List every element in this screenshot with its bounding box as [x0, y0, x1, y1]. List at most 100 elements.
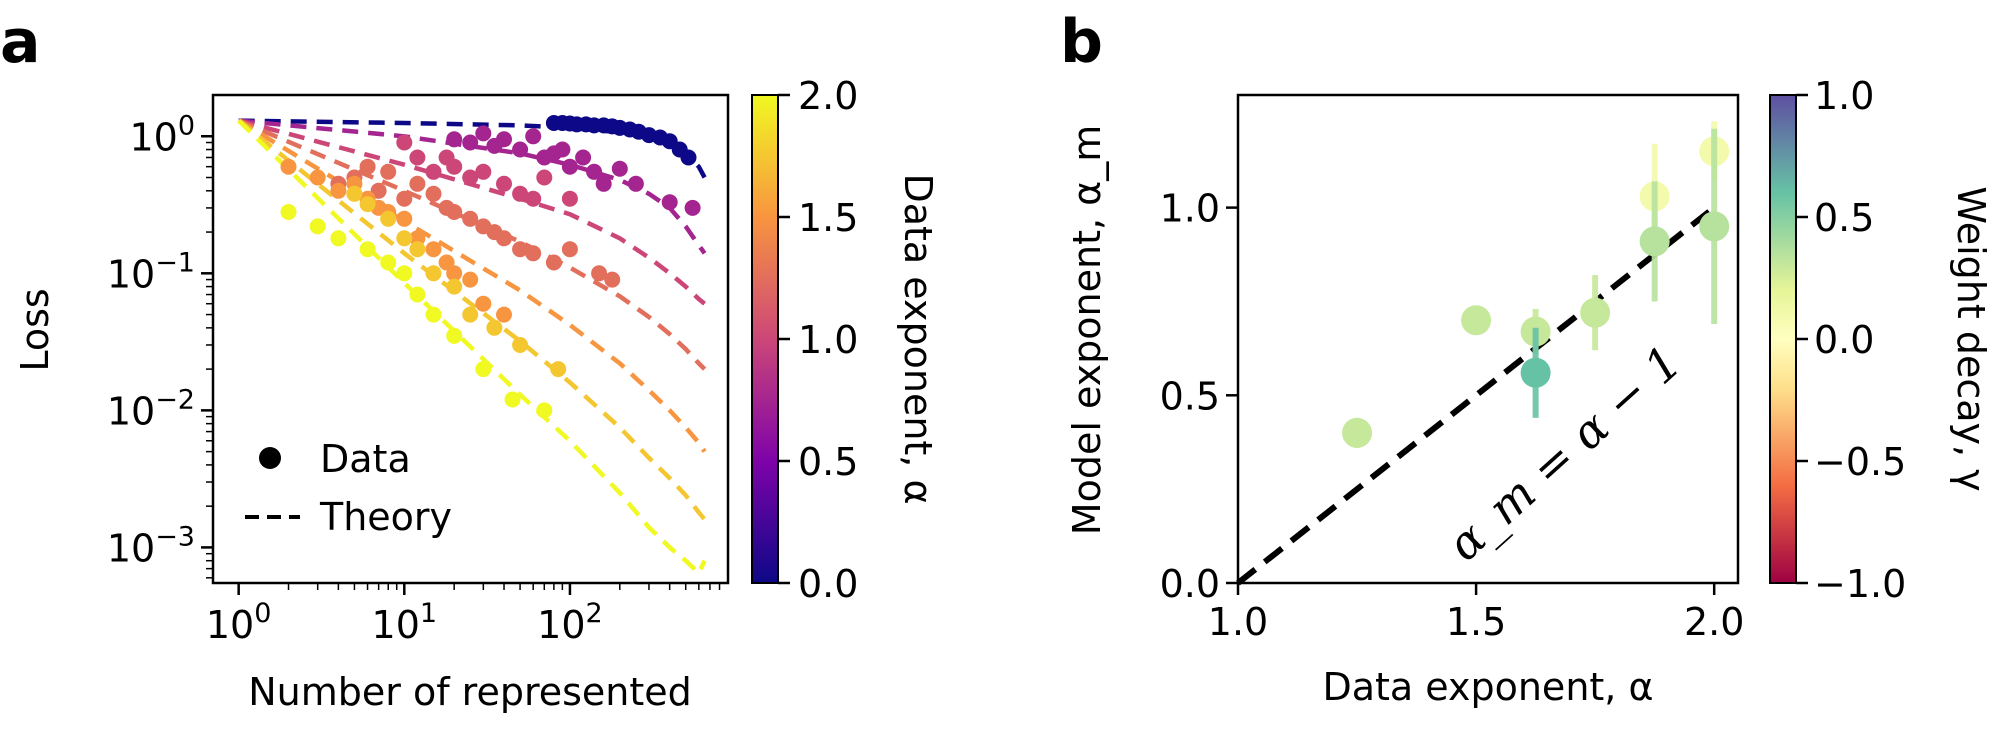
- x-tick-label: 101: [372, 598, 438, 647]
- data-point-series-3: [409, 175, 426, 192]
- data-point-series-2: [536, 169, 553, 186]
- data-point-series-3: [525, 245, 542, 262]
- panel-b-y-ticks: 0.0 0.5 1.0: [1160, 187, 1238, 606]
- theory-line-series-2: [238, 118, 707, 306]
- data-point-series-5: [359, 196, 376, 213]
- panel-b-colorbar-ticks: −1.0 −0.5 0.0 0.5 1.0: [1796, 74, 1906, 606]
- data-point-series-5: [380, 210, 397, 227]
- data-point-series-6: [446, 327, 463, 344]
- data-point-series-1: [661, 194, 678, 211]
- data-point-series-6: [280, 204, 297, 220]
- data-point-series-6: [330, 230, 347, 247]
- data-point-series-4: [425, 241, 442, 258]
- data-point-series-1: [512, 141, 529, 158]
- data-point-series-6: [504, 391, 521, 408]
- x-tick-label: 2.0: [1684, 600, 1744, 644]
- y-tick-label: 1.0: [1160, 187, 1220, 231]
- data-point-series-2: [396, 134, 413, 151]
- data-point-series-6: [536, 402, 553, 419]
- data-point-series-6: [380, 254, 397, 271]
- data-point-series-2: [425, 163, 442, 180]
- panel-b-colorbar: −1.0 −0.5 0.0 0.5 1.0 Weight decay, γ: [1769, 74, 1993, 606]
- data-point-series-1: [446, 131, 463, 148]
- panel-a-y-ticks: 100 10−1 10−2 10−3: [107, 110, 213, 579]
- data-point-series-3: [380, 163, 397, 180]
- data-point-series-2: [496, 175, 512, 192]
- data-point-series-3: [359, 158, 376, 175]
- data-point-series-1: [475, 125, 492, 142]
- data-point-series-5: [486, 319, 503, 336]
- data-point-series-3: [446, 204, 463, 220]
- data-point-series-2: [446, 158, 463, 175]
- y-tick-label: 0.5: [1160, 374, 1220, 418]
- data-point-series-6: [409, 286, 426, 303]
- data-point-series-3: [496, 230, 512, 247]
- data-point-series-3: [396, 190, 413, 207]
- theory-line-series-6: [237, 118, 707, 577]
- data-point-series-4: [280, 158, 297, 175]
- legend-theory-label: Theory: [319, 495, 452, 539]
- data-point-series-6: [396, 265, 413, 282]
- panel-a-colorbar-label: Data exponent, α: [896, 173, 940, 504]
- panel-a-letter: a: [0, 7, 41, 77]
- data-point-series-6: [359, 241, 376, 258]
- data-point-series-4: [475, 295, 492, 312]
- data-point: [1639, 226, 1670, 257]
- data-point-series-3: [591, 265, 608, 282]
- panel-b-chart: α_m = α − 1 1.0 1.5 2.0 0.0 0.5 1.0 Data exp…: [1065, 74, 1993, 709]
- colorbar-tick-label: 0.5: [1814, 196, 1874, 240]
- data-point-series-1: [525, 128, 542, 145]
- data-point-series-2: [475, 163, 492, 180]
- data-point-series-1: [684, 199, 701, 216]
- panel-b-y-axis-label: Model exponent, α_m: [1065, 125, 1109, 535]
- panel-b-reference-annotation: α_m = α − 1: [1437, 335, 1691, 572]
- y-tick-label: 10−1: [107, 247, 195, 296]
- data-point: [1461, 305, 1492, 336]
- colorbar-tick-label: 2.0: [798, 74, 858, 118]
- panel-a-colorbar-ticks: 0.0 0.5 1.0 1.5 2.0: [778, 74, 858, 606]
- data-point-series-2: [561, 190, 578, 207]
- theory-line-series-4: [237, 118, 707, 453]
- data-point-series-0: [680, 149, 697, 166]
- x-tick-label: 102: [537, 598, 603, 647]
- data-point: [1580, 297, 1611, 328]
- data-point-series-5: [462, 306, 479, 323]
- data-point-series-3: [561, 241, 578, 258]
- data-point-series-4: [330, 182, 347, 199]
- y-tick-label: 0.0: [1160, 562, 1220, 606]
- legend-data-label: Data: [320, 437, 411, 481]
- data-point-series-1: [595, 175, 612, 192]
- panel-a-colorbar: 0.0 0.5 1.0 1.5 2.0 Data exponent, α: [751, 74, 940, 606]
- panel-b-colorbar-gradient: [1769, 94, 1797, 584]
- data-point-series-4: [446, 265, 463, 282]
- data-point-series-6: [309, 218, 326, 235]
- data-point-series-3: [462, 210, 479, 227]
- data-point-series-3: [370, 182, 387, 199]
- data-point-series-2: [525, 190, 542, 207]
- data-point-series-6: [475, 361, 492, 378]
- data-point-series-4: [309, 169, 326, 186]
- data-point-series-5: [346, 185, 363, 202]
- data-point: [1699, 211, 1730, 242]
- theory-line-series-3: [237, 118, 707, 371]
- data-point-series-5: [409, 241, 426, 258]
- panel-a-x-ticks: 100 101 102: [206, 583, 721, 647]
- colorbar-tick-label: 0.0: [798, 562, 858, 606]
- data-point-series-5: [512, 337, 529, 353]
- data-point-series-6: [425, 306, 442, 323]
- panel-a-y-axis-label: Loss: [13, 288, 57, 371]
- panel-a-x-axis-label: Number of represented: [248, 670, 692, 714]
- panel-b-frame: [1236, 93, 1740, 585]
- y-tick-label: 10−3: [107, 521, 195, 570]
- x-tick-label: 100: [206, 598, 272, 647]
- colorbar-tick-label: 1.5: [798, 196, 858, 240]
- panel-b-colorbar-label: Weight decay, γ: [1949, 186, 1993, 491]
- panel-a-data-points: [280, 115, 701, 419]
- colorbar-tick-label: −0.5: [1814, 440, 1906, 484]
- data-point-series-3: [512, 241, 529, 258]
- data-point-series-3: [604, 271, 621, 288]
- y-tick-label: 10−2: [107, 384, 195, 433]
- data-point-series-1: [561, 158, 578, 175]
- data-point-series-1: [575, 149, 592, 166]
